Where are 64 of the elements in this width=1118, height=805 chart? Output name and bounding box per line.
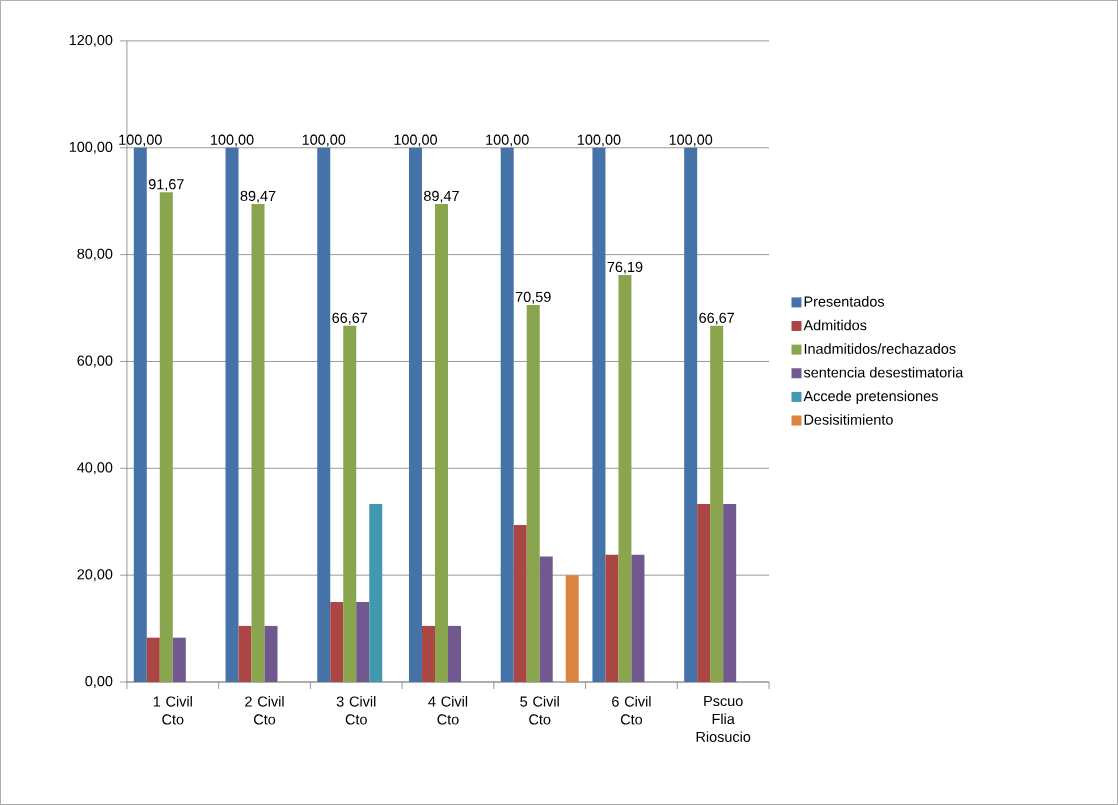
- y-tick-label: 80,00: [77, 248, 113, 261]
- bar: [369, 504, 383, 683]
- x-tick-label: 5 Civil Cto: [520, 696, 559, 725]
- bar: [133, 147, 147, 683]
- bar: [500, 147, 514, 683]
- x-tick-label: 2 Civil Cto: [245, 696, 284, 725]
- legend-label: Inadmitidos/rechazados: [804, 343, 956, 354]
- bar: [539, 556, 553, 683]
- bar: [146, 637, 160, 683]
- data-label: 100,00: [119, 134, 162, 147]
- y-tick-label: 0,00: [85, 676, 113, 689]
- bar: [565, 575, 579, 683]
- data-label: 100,00: [302, 134, 346, 147]
- data-label: 91,67: [148, 179, 184, 192]
- data-label: 66,67: [699, 312, 735, 325]
- bar: [172, 637, 186, 683]
- x-tick-label: 4 Civil Cto: [428, 696, 468, 725]
- legend-label: Admitidos: [803, 319, 867, 331]
- bar: [513, 524, 527, 683]
- x-tick-label: 6 Civil Cto: [612, 696, 651, 725]
- bar: [159, 192, 173, 683]
- data-label: 100,00: [211, 134, 254, 147]
- bar: [343, 325, 357, 683]
- bar: [605, 554, 619, 683]
- y-tick-label: 40,00: [77, 462, 113, 475]
- data-label: 89,47: [424, 190, 459, 203]
- data-label: 89,47: [240, 190, 276, 203]
- bar: [238, 625, 252, 683]
- data-label: 66,67: [332, 312, 368, 325]
- bar: [421, 625, 435, 683]
- bar: [264, 625, 278, 683]
- x-tick-label: 3 Civil Cto: [336, 696, 376, 725]
- bar: [225, 147, 239, 683]
- y-tick-label: 120,00: [69, 34, 113, 47]
- bar: [434, 204, 448, 683]
- bar: [723, 504, 737, 683]
- data-label: 100,00: [394, 134, 437, 147]
- data-label: 100,00: [577, 134, 621, 147]
- legend-label: Desisitimiento: [804, 414, 893, 425]
- bar: [697, 504, 711, 683]
- data-label: 76,19: [607, 261, 643, 274]
- bar: [710, 325, 724, 683]
- legend-label: Accede pretensiones: [803, 390, 938, 405]
- x-tick-label: 1 Civil Cto: [153, 696, 192, 725]
- y-tick-label: 20,00: [77, 569, 113, 582]
- y-tick-label: 60,00: [77, 355, 113, 368]
- legend-label: sentencia desestimatoria: [803, 366, 964, 378]
- bar: [618, 274, 632, 683]
- bar: [356, 601, 370, 683]
- bar: [526, 304, 540, 683]
- x-tick-label: Pscuo Flia Riosucio: [696, 696, 751, 743]
- bar: [631, 554, 645, 683]
- bar: [317, 147, 331, 683]
- bar: [684, 147, 698, 683]
- data-label: 100,00: [669, 134, 713, 147]
- legend-label: Presentados: [804, 296, 885, 307]
- bar: [330, 601, 344, 683]
- bar: [592, 147, 606, 683]
- bar: [408, 147, 422, 683]
- bar: [447, 625, 461, 683]
- data-label: 70,59: [515, 291, 551, 304]
- bar: [251, 204, 265, 683]
- data-label: 100,00: [486, 134, 529, 147]
- y-tick-label: 100,00: [69, 141, 113, 154]
